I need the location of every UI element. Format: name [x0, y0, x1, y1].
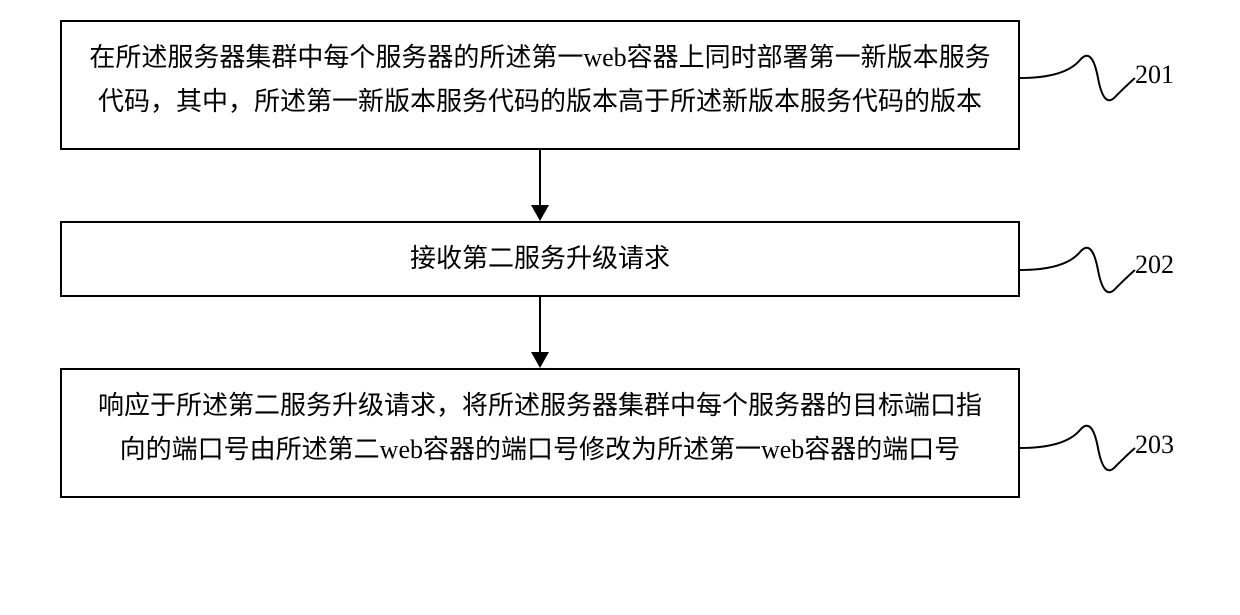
- connector-arrow: [60, 297, 1020, 368]
- step-box-201: 在所述服务器集群中每个服务器的所述第一web容器上同时部署第一新版本服务代码，其…: [60, 20, 1020, 150]
- label-connector-curve: [1020, 240, 1135, 300]
- label-connector-curve: [1020, 48, 1135, 108]
- step-label-202: 202: [1135, 250, 1174, 280]
- step-text: 在所述服务器集群中每个服务器的所述第一web容器上同时部署第一新版本服务代码，其…: [86, 36, 994, 124]
- step-box-202: 接收第二服务升级请求: [60, 221, 1020, 297]
- arrow-line: [539, 297, 541, 352]
- step-label-201: 201: [1135, 60, 1174, 90]
- connector-arrow: [60, 150, 1020, 221]
- flowchart-container: 在所述服务器集群中每个服务器的所述第一web容器上同时部署第一新版本服务代码，其…: [60, 20, 1180, 498]
- arrow-head: [531, 352, 549, 368]
- arrow-line: [539, 150, 541, 205]
- arrow-head: [531, 205, 549, 221]
- step-box-203: 响应于所述第二服务升级请求，将所述服务器集群中每个服务器的目标端口指向的端口号由…: [60, 368, 1020, 498]
- step-label-203: 203: [1135, 430, 1174, 460]
- step-text: 响应于所述第二服务升级请求，将所述服务器集群中每个服务器的目标端口指向的端口号由…: [86, 384, 994, 472]
- step-text: 接收第二服务升级请求: [86, 237, 994, 281]
- label-connector-curve: [1020, 418, 1135, 478]
